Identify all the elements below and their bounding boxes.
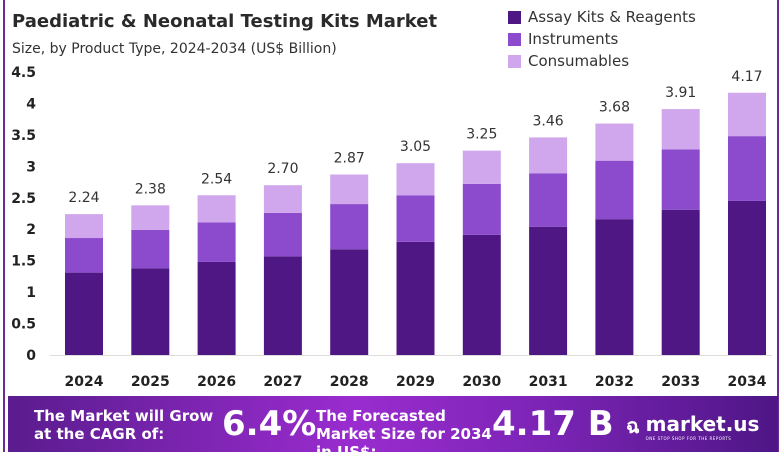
legend-item-assay: Assay Kits & Reagents [508, 6, 696, 28]
cagr-label: The Market will Grow at the CAGR of: [34, 407, 214, 443]
legend: Assay Kits & Reagents Instruments Consum… [508, 6, 696, 72]
bar-segment-assay-kits-reagents [197, 261, 236, 355]
y-tick-label: 0 [26, 348, 36, 364]
bar-segment-instruments [65, 238, 103, 273]
bar-segment-instruments [462, 183, 501, 235]
bar-segment-instruments [396, 195, 435, 242]
bar-segment-assay-kits-reagents [330, 249, 369, 355]
y-tick-label: 3 [26, 159, 36, 175]
bar-segment-instruments [330, 204, 369, 250]
legend-item-consumables: Consumables [508, 50, 696, 72]
bar-segment-instruments [529, 173, 568, 227]
x-tick-label: 2029 [396, 374, 435, 390]
bar-segment-assay-kits-reagents [462, 234, 501, 355]
bar-segment-instruments [728, 136, 766, 201]
bar-segment-instruments [661, 149, 700, 210]
bar-segment-instruments [595, 160, 634, 220]
legend-label: Instruments [528, 30, 619, 48]
bar-segment-assay-kits-reagents [396, 241, 435, 355]
legend-label: Consumables [528, 52, 630, 70]
logo-icon: ฉ [626, 414, 640, 438]
y-tick-label: 2 [26, 222, 36, 238]
bar-segment-assay-kits-reagents [529, 226, 568, 355]
y-tick-label: 4 [26, 96, 36, 112]
bar-segment-assay-kits-reagents [65, 272, 103, 355]
total-label: 2.70 [267, 161, 298, 177]
total-label: 3.68 [599, 100, 630, 116]
bar-chart: 0 0.5 1 1.5 2 2.5 3 3.5 4 4.5 2.24 2024 2.38 2025 2.54… [11, 65, 772, 390]
legend-swatch [508, 32, 521, 46]
total-label: 3.91 [665, 85, 696, 101]
legend-label: Assay Kits & Reagents [528, 8, 696, 26]
y-tick-label: 2.5 [11, 191, 36, 207]
bar-segment-consumables [330, 174, 369, 205]
x-tick-label: 2034 [728, 374, 767, 390]
brand-tagline: ONE STOP SHOP FOR THE REPORTS [645, 435, 732, 441]
bar-segment-consumables [131, 205, 170, 230]
bar-segment-consumables [595, 123, 634, 161]
total-label: 4.17 [731, 69, 762, 85]
x-tick-label: 2031 [529, 374, 568, 390]
legend-swatch [508, 10, 521, 24]
chart-frame [3, 0, 779, 452]
total-label: 3.46 [533, 113, 564, 129]
total-label: 2.38 [135, 181, 166, 197]
bar-segment-consumables [728, 92, 766, 137]
x-tick-label: 2025 [131, 374, 170, 390]
total-label: 3.05 [400, 139, 431, 155]
chart-title: Paediatric & Neonatal Testing Kits Marke… [12, 11, 438, 32]
x-tick-label: 2024 [65, 374, 104, 390]
bar-segment-consumables [65, 214, 103, 239]
total-label: 2.24 [68, 190, 99, 206]
bar-segment-consumables [661, 109, 700, 150]
legend-item-instruments: Instruments [508, 28, 696, 50]
forecast-value: 4.17 B [492, 404, 614, 444]
y-tick-label: 0.5 [11, 317, 36, 333]
bar-segment-consumables [462, 150, 501, 184]
brand-logo: ฉ market.us ONE STOP SHOP FOR THE REPORT… [626, 410, 759, 442]
x-tick-label: 2032 [595, 374, 634, 390]
bar-segment-assay-kits-reagents [728, 200, 766, 355]
bar-segment-consumables [529, 137, 568, 174]
x-tick-label: 2028 [330, 374, 369, 390]
bar-segment-assay-kits-reagents [131, 268, 170, 355]
bar-segment-assay-kits-reagents [263, 256, 302, 355]
y-tick-label: 3.5 [11, 128, 36, 144]
bar-segment-instruments [197, 222, 236, 262]
x-tick-label: 2026 [197, 374, 236, 390]
chart-subtitle: Size, by Product Type, 2024-2034 (US$ Bi… [12, 41, 337, 57]
footer-banner: The Market will Grow at the CAGR of: 6.4… [8, 396, 778, 461]
bar-segment-instruments [263, 212, 302, 257]
bar-segment-consumables [263, 185, 302, 213]
total-label: 2.54 [201, 171, 232, 187]
bar-segment-instruments [131, 229, 170, 269]
y-tick-label: 1 [26, 285, 36, 301]
cagr-value: 6.4% [222, 404, 317, 444]
bar-segment-assay-kits-reagents [661, 209, 700, 355]
brand-name: market.us [645, 411, 760, 436]
bar-segment-consumables [396, 163, 435, 196]
x-tick-label: 2030 [462, 374, 501, 390]
y-tick-label: 4.5 [11, 65, 36, 81]
bar-segment-assay-kits-reagents [595, 219, 634, 355]
total-label: 2.87 [334, 151, 365, 167]
x-tick-label: 2033 [661, 374, 700, 390]
legend-swatch [508, 54, 521, 68]
bar-segment-consumables [197, 195, 236, 223]
total-label: 3.25 [466, 127, 497, 143]
x-tick-label: 2027 [263, 374, 302, 390]
forecast-label: The Forecasted Market Size for 2034 in U… [316, 407, 492, 461]
y-tick-label: 1.5 [11, 254, 36, 270]
